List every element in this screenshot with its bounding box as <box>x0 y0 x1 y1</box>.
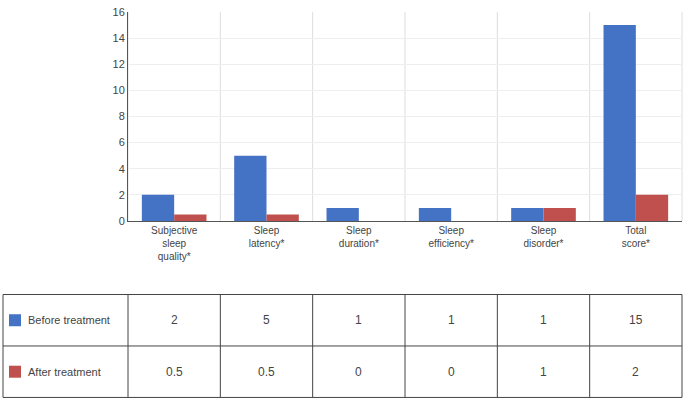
svg-text:Sleepduration*: Sleepduration* <box>339 225 379 249</box>
svg-text:0: 0 <box>119 215 125 227</box>
svg-text:After treatment: After treatment <box>28 366 101 378</box>
svg-text:1: 1 <box>355 313 362 327</box>
svg-text:0.5: 0.5 <box>166 365 183 379</box>
svg-text:2: 2 <box>171 313 178 327</box>
svg-text:Subjectivesleepquality*: Subjectivesleepquality* <box>151 225 198 262</box>
svg-text:2: 2 <box>119 189 125 201</box>
svg-text:4: 4 <box>119 163 125 175</box>
svg-text:Before treatment: Before treatment <box>28 314 110 326</box>
svg-text:15: 15 <box>629 313 643 327</box>
svg-text:10: 10 <box>113 84 125 96</box>
svg-text:0.5: 0.5 <box>258 365 275 379</box>
svg-text:0: 0 <box>448 365 455 379</box>
svg-text:14: 14 <box>113 32 125 44</box>
svg-text:1: 1 <box>448 313 455 327</box>
svg-text:12: 12 <box>113 58 125 70</box>
svg-text:1: 1 <box>540 313 547 327</box>
svg-text:5: 5 <box>263 313 270 327</box>
svg-text:Sleepdisorder*: Sleepdisorder* <box>523 225 563 249</box>
svg-text:8: 8 <box>119 110 125 122</box>
svg-text:2: 2 <box>632 365 639 379</box>
svg-text:1: 1 <box>540 365 547 379</box>
svg-text:Sleepefficiency*: Sleepefficiency* <box>428 225 474 249</box>
svg-text:Totalscore*: Totalscore* <box>622 225 650 249</box>
svg-text:0: 0 <box>355 365 362 379</box>
svg-text:16: 16 <box>113 6 125 18</box>
svg-text:Sleeplatency*: Sleeplatency* <box>249 225 285 249</box>
svg-text:6: 6 <box>119 136 125 148</box>
